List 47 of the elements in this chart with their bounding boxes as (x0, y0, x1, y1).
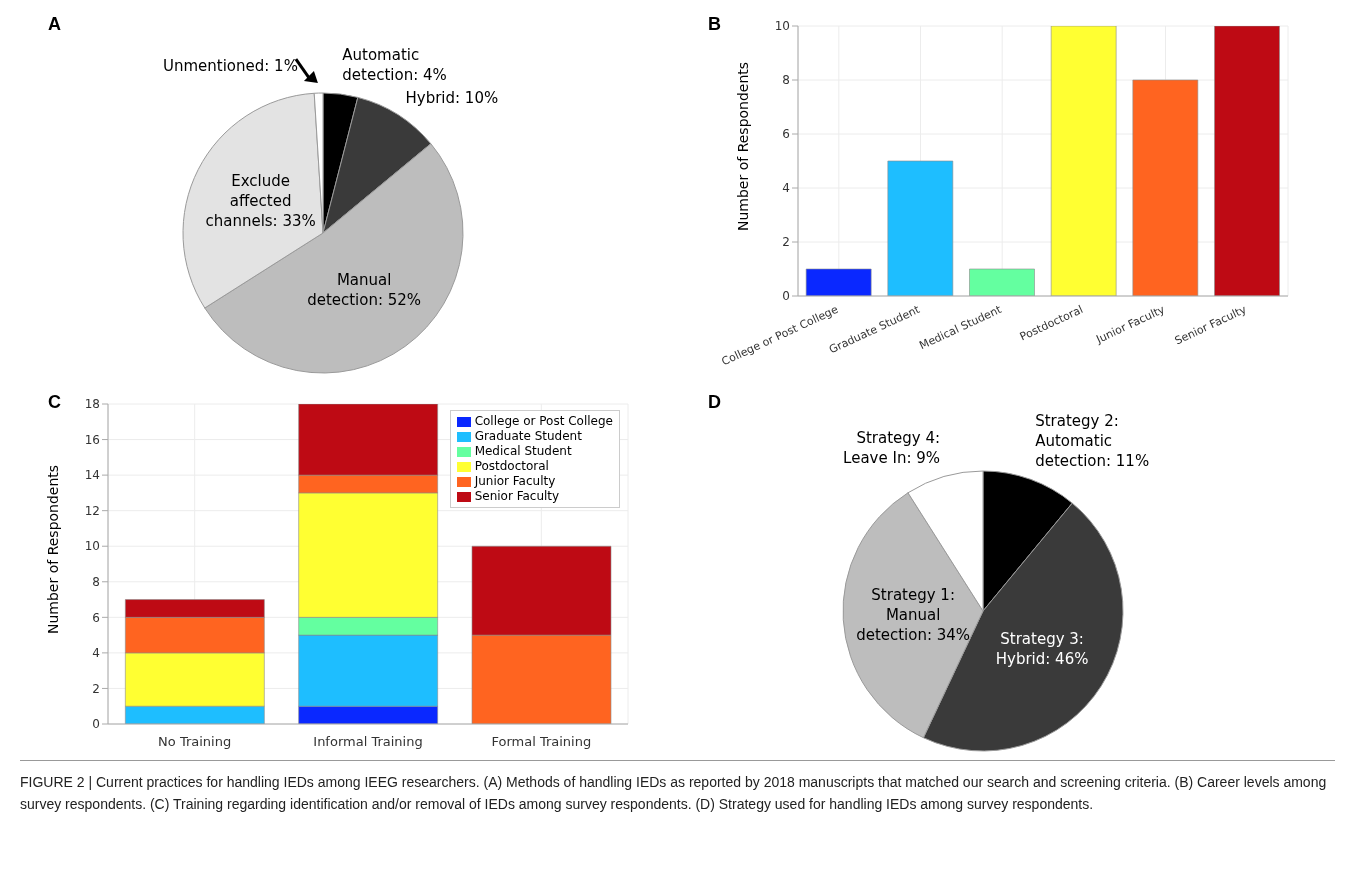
chart-title: D (708, 392, 721, 413)
chart-title: B (708, 14, 721, 35)
bar (1214, 26, 1280, 296)
legend-label: Junior Faculty (474, 474, 556, 489)
bar (887, 160, 954, 296)
y-tick-label: 4 (92, 646, 100, 661)
legend-label: College or Post College (474, 414, 613, 429)
caption: FIGURE 2 | Current practices for handling IEDs among IEEG researchers. (A) Methods of handling IEDs as reported by 2018 manuscripts that matched our search and screening criteria. (B) Career levels among survey respondents. (C) Training regarding identification and/or removal of IEDs among survey respondents. (D) Strategy used for handling IEDs among survey respondents. (20, 760, 1335, 825)
bar (805, 268, 872, 296)
slice-label: Strategy 4: Leave In: 9% (843, 429, 941, 468)
y-tick-label: 2 (782, 235, 790, 250)
slice-label: Strategy 2: Automatic detection: 11% (1035, 412, 1150, 471)
bar (1132, 79, 1199, 296)
y-tick-label: 8 (92, 575, 100, 590)
y-tick-label: 4 (782, 181, 790, 196)
bar (1050, 26, 1117, 296)
bar (969, 268, 1035, 296)
y-tick-label: 8 (782, 73, 790, 88)
x-tick-label: Informal Training (313, 734, 423, 749)
y-tick-label: 0 (92, 717, 100, 732)
slice-label: Hybrid: 10% (405, 88, 499, 107)
chart-title: C (48, 392, 61, 413)
slice-label: Unmentioned: 1% (162, 57, 298, 76)
slice-label: Automatic detection: 4% (342, 46, 447, 85)
y-tick-label: 10 (774, 19, 790, 34)
chart-title: A (48, 14, 61, 35)
slice-label: Exclude affected channels: 33% (205, 172, 316, 231)
y-tick-label: 12 (84, 503, 100, 518)
legend-label: Medical Student (474, 444, 572, 459)
legend-label: Graduate Student (474, 429, 582, 444)
y-tick-label: 0 (782, 289, 790, 304)
slice-label: Strategy 3: Hybrid: 46% (995, 629, 1089, 668)
legend-label: Postdoctoral (474, 459, 549, 474)
slice-label: Strategy 1: Manual detection: 34% (856, 586, 971, 645)
legend-label: Senior Faculty (474, 489, 560, 504)
y-tick-label: 14 (84, 468, 100, 483)
x-tick-label: No Training (158, 734, 232, 749)
y-axis-title: Number of Respondents (734, 61, 751, 231)
y-tick-label: 16 (84, 432, 100, 447)
y-tick-label: 2 (92, 681, 100, 696)
y-tick-label: 18 (84, 397, 100, 412)
y-tick-label: 10 (84, 539, 100, 554)
y-tick-label: 6 (92, 610, 100, 625)
slice-label: Manual detection: 52% (307, 270, 422, 309)
y-tick-label: 6 (782, 127, 790, 142)
x-tick-label: Formal Training (491, 734, 592, 749)
y-axis-title: Number of Respondents (44, 464, 61, 634)
